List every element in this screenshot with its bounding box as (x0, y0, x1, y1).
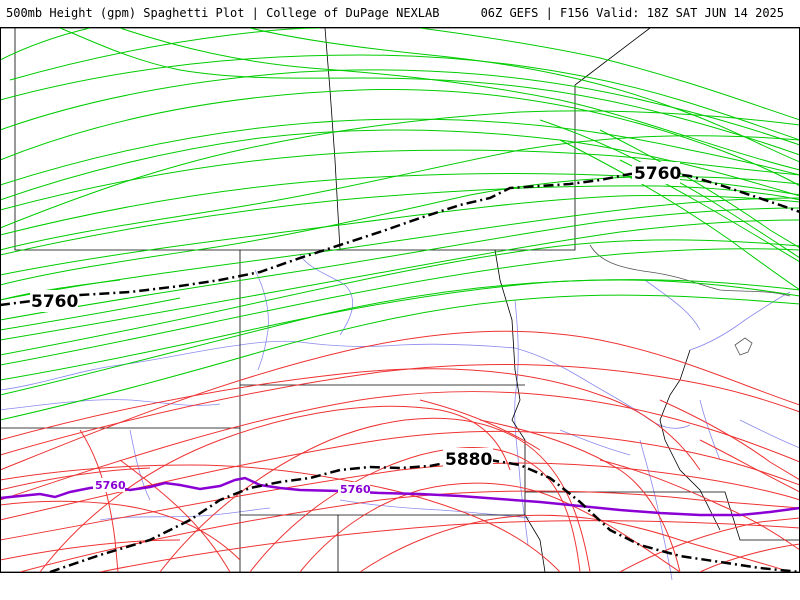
header-bar: 500mb Height (gpm) Spaghetti Plot | Coll… (0, 0, 800, 26)
mean-5880-label: 5880 (445, 450, 492, 470)
mean-5760-label-east: 5760 (634, 164, 681, 184)
mean-contour-5880 (49, 458, 800, 574)
purple-5760-label-east: 5760 (340, 483, 371, 496)
rivers-layer (0, 254, 800, 581)
mean-contours (0, 170, 800, 574)
mean-contour-5760 (0, 170, 800, 307)
contour-labels: 5760 5760 5880 5760 5760 (30, 162, 681, 496)
plot-title: 500mb Height (gpm) Spaghetti Plot | Coll… (6, 6, 440, 20)
red-ensemble-members (0, 330, 800, 573)
model-valid-time: 06Z GEFS | F156 Valid: 18Z SAT JUN 14 20… (480, 6, 784, 20)
mean-5760-label-west: 5760 (31, 292, 78, 312)
purple-5760-label-west: 5760 (95, 479, 126, 492)
green-ensemble-members (0, 27, 800, 421)
